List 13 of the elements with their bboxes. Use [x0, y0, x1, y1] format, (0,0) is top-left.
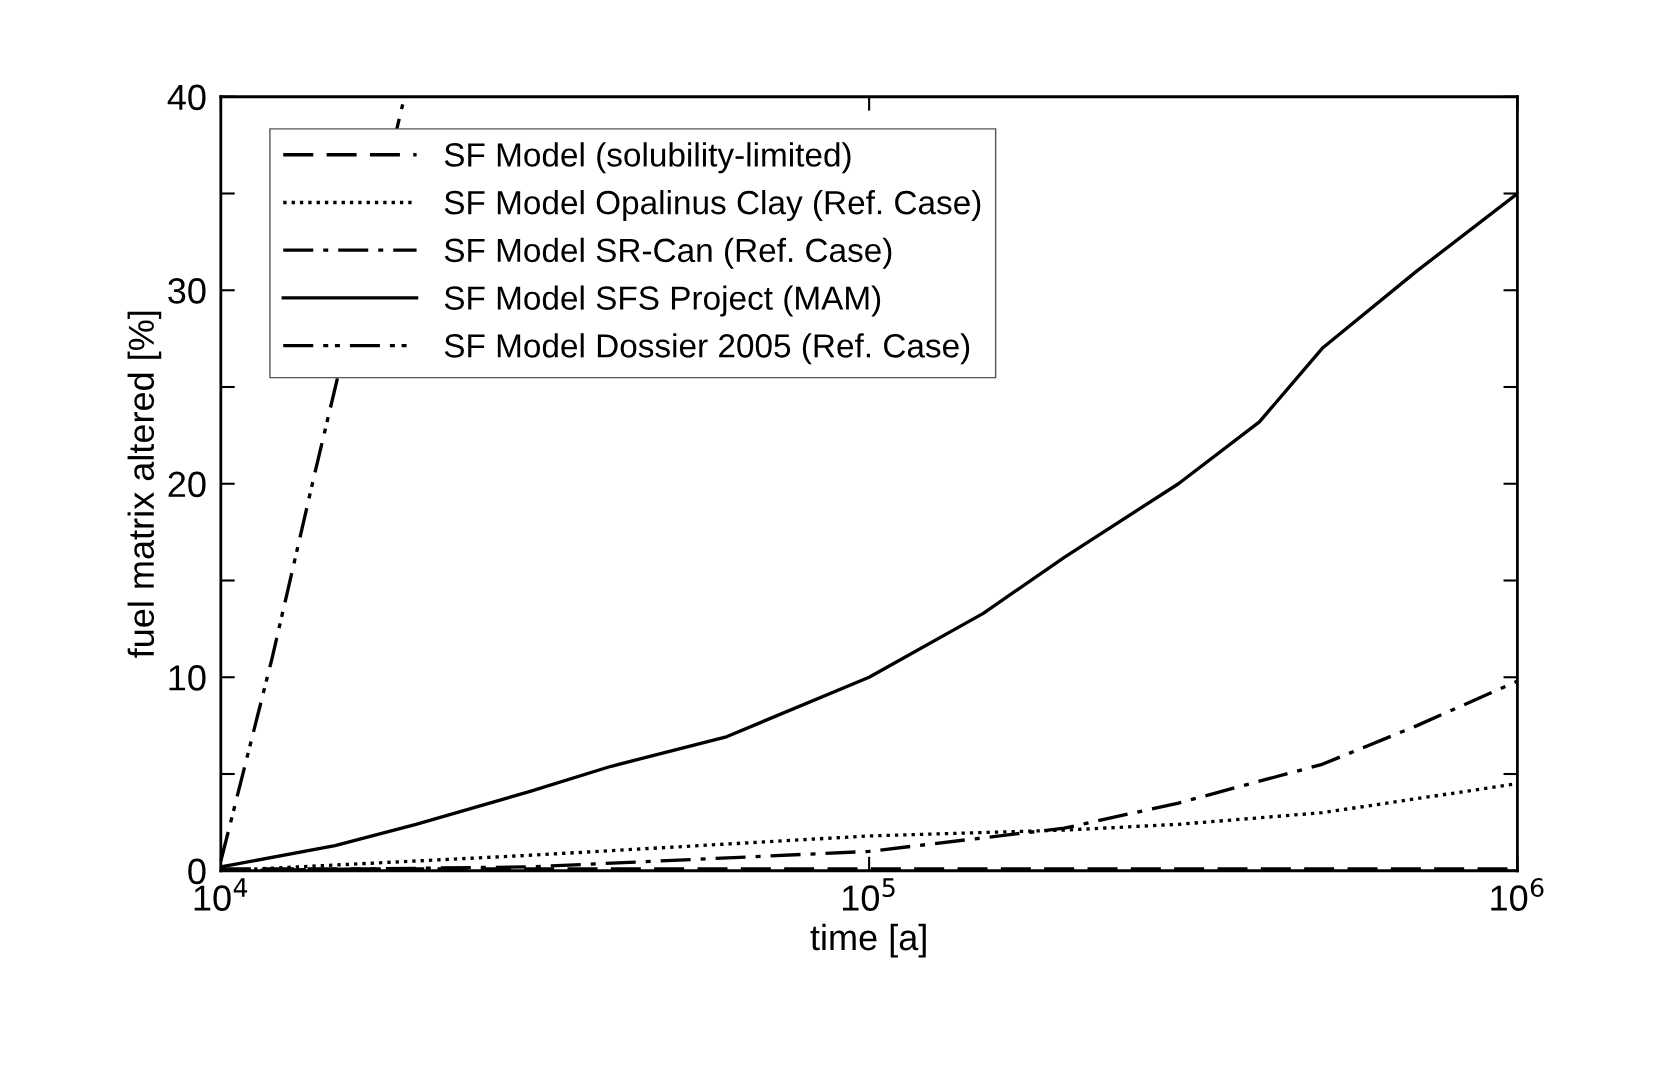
y-tick-label: 40	[167, 84, 206, 111]
y-axis-title: fuel matrix altered [%]	[127, 311, 162, 658]
y-tick-label: 20	[168, 471, 206, 498]
legend-label: SF Model Opalinus Clay (Ref. Case)	[444, 189, 981, 222]
y-tick-label: 30	[168, 278, 206, 304]
x-axis-title: time [a]	[810, 923, 926, 958]
y-tick-label: 10	[169, 665, 206, 691]
x-tick-label: 10$^{6}$	[1491, 877, 1544, 911]
legend-label: SF Model SFS Project (MAM)	[444, 285, 881, 317]
legend-label: SF Model SR-Can (Ref. Case)	[444, 237, 892, 269]
legend-label: SF Model Dossier 2005 (Ref. Case)	[444, 333, 970, 365]
legend-label: SF Model (solubility-limited)	[444, 142, 851, 174]
x-tick-label: 10$^{5}$	[842, 878, 895, 911]
